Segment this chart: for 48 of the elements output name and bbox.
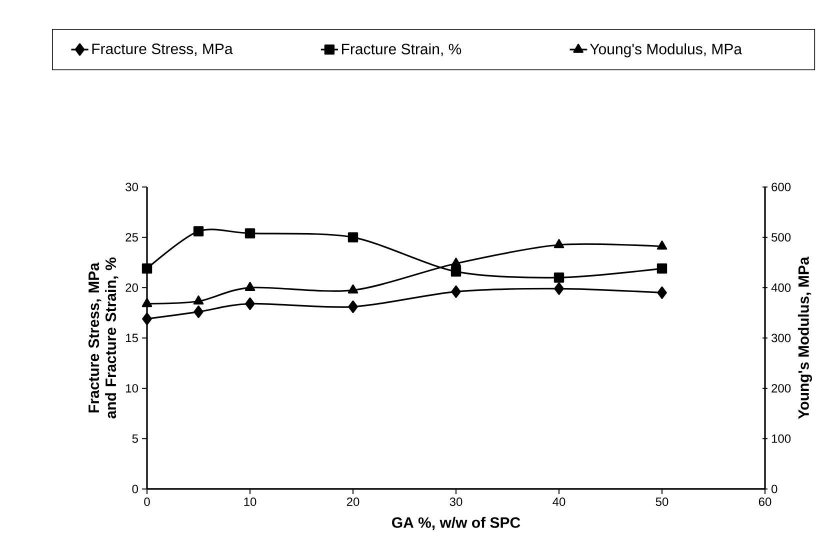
- point: [193, 226, 204, 236]
- point: [656, 263, 668, 274]
- point: [348, 300, 358, 314]
- x-tick-label: 0: [144, 498, 150, 506]
- x-tick-label: 30: [450, 498, 462, 506]
- point: [554, 282, 564, 295]
- point: [656, 240, 668, 250]
- point: [657, 286, 667, 299]
- y2-tick-label: 600: [772, 182, 791, 192]
- y-tick-label: 10: [126, 384, 138, 393]
- y2-tick-label: 500: [772, 233, 791, 242]
- point: [554, 272, 564, 283]
- y-tick-label: 30: [126, 182, 138, 192]
- x-tick-label: 20: [346, 498, 360, 506]
- point: [348, 232, 358, 242]
- y2-tick-label: 100: [772, 434, 791, 443]
- point: [142, 312, 152, 326]
- y-tick-label: 15: [126, 334, 138, 342]
- y-axis-title: Fracture Stress, MPa and Fracture Strain, %: [88, 258, 118, 418]
- point: [245, 297, 255, 310]
- x-tick-label: 10: [244, 498, 256, 506]
- x-tick-label: 60: [758, 498, 772, 506]
- point: [450, 258, 462, 267]
- point: [244, 282, 256, 291]
- legend-label: Young's Modulus, MPa: [590, 43, 742, 58]
- x-tick-label: 40: [552, 498, 566, 506]
- point: [554, 239, 564, 248]
- y2-tick-label: 0: [772, 484, 778, 494]
- point: [348, 284, 358, 294]
- y-tick-label: 20: [126, 283, 138, 292]
- y2-tick-label: 400: [771, 283, 791, 292]
- legend-label: Fracture Stress, MPa: [92, 44, 233, 56]
- x-axis-title: GA %, w/w of SPC: [392, 516, 520, 530]
- y-tick-label: 25: [126, 233, 138, 242]
- point: [450, 266, 462, 277]
- y-tick-label: 5: [132, 434, 138, 443]
- y2-axis-title: Young's Modulus, MPa: [798, 256, 812, 419]
- legend-label: Fracture Strain, %: [342, 43, 462, 56]
- point: [193, 295, 204, 305]
- y-tick-label: 0: [132, 484, 138, 494]
- point: [194, 306, 204, 318]
- point: [451, 285, 461, 298]
- point: [142, 263, 152, 274]
- point: [142, 298, 152, 308]
- x-tick-label: 50: [656, 498, 668, 506]
- point: [244, 228, 256, 238]
- y2-tick-label: 200: [772, 384, 791, 393]
- y2-tick-label: 300: [771, 334, 791, 342]
